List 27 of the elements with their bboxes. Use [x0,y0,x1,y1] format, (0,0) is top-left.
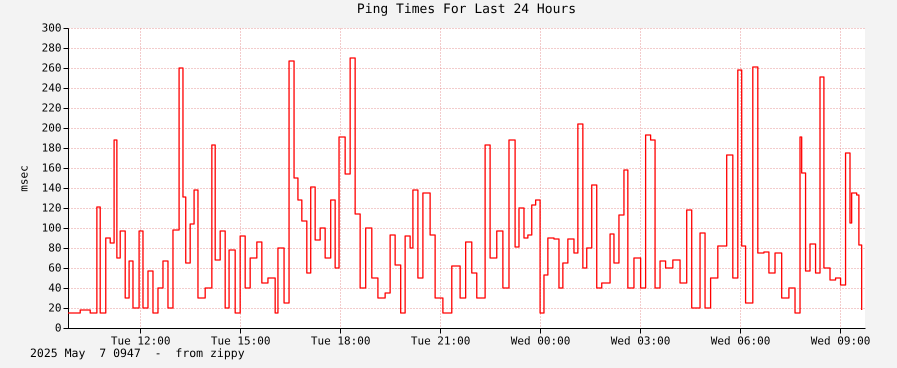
y-tick-label: 120 [42,202,62,214]
y-tick-label: 140 [42,182,62,194]
y-tick-label: 180 [42,142,62,154]
y-tick-label: 300 [42,22,62,34]
x-tick-label: Wed 09:00 [810,334,870,348]
text: 2025 May 7 0947 - from zippy [30,346,245,360]
chart-title: Ping Times For Last 24 Hours [356,2,576,17]
x-tick-label: Tue 21:00 [410,334,470,348]
x-tick-label: Tue 15:00 [210,334,270,348]
y-tick-label: 200 [42,122,62,134]
y-tick-label: 40 [48,282,62,294]
x-tick-label: Tue 12:00 [110,334,171,348]
x-tick-label: Wed 00:00 [510,334,570,348]
y-tick-label: 60 [48,262,62,274]
x-tick-label: Wed 03:00 [610,334,670,348]
y-tick-label: 220 [42,102,62,114]
y-tick-label: 80 [48,242,62,254]
x-tick-label: Wed 06:00 [710,334,770,348]
y-tick-label: 240 [42,82,62,94]
y-tick-label: 0 [54,322,62,334]
y-axis-title: msec [18,165,31,192]
y-tick-label: 260 [42,62,62,74]
y-tick-label: 20 [48,302,62,314]
y-tick-label: 280 [42,42,62,54]
y-tick-label: 100 [42,222,62,234]
y-tick-label: 160 [42,162,62,174]
x-tick-label: Tue 18:00 [310,334,370,348]
